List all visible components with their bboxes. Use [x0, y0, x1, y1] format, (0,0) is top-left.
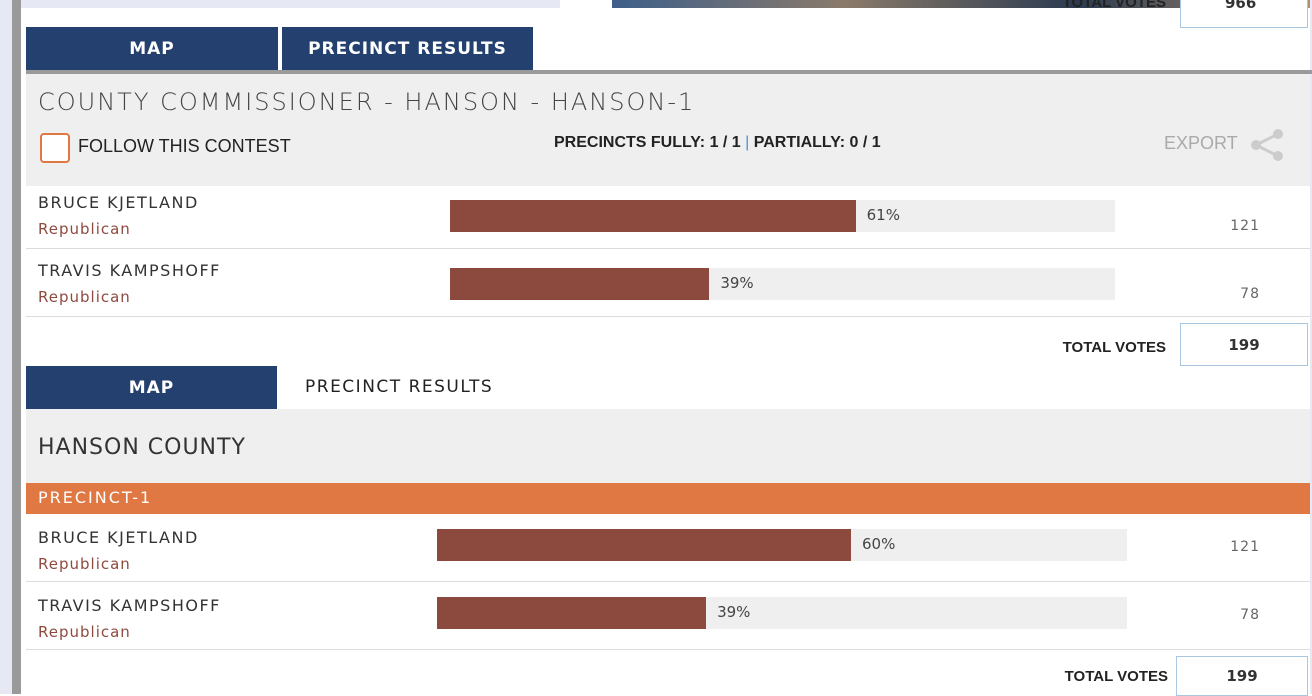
- votes: 78: [1240, 286, 1260, 302]
- votes: 121: [1230, 539, 1260, 555]
- precinct-header: [26, 483, 1310, 514]
- top-total-value: 966: [1225, 0, 1257, 12]
- top-total-label: TOTAL VOTES: [1062, 0, 1166, 11]
- top-total-box: [1180, 0, 1308, 28]
- percent-label: 61%: [866, 206, 900, 224]
- bar: [450, 200, 856, 232]
- candidate-name: BRUCE KJETLAND: [38, 193, 199, 212]
- bg-top-left: [0, 0, 560, 8]
- total-votes-label: TOTAL VOTES: [1062, 339, 1166, 356]
- county-name: HANSON COUNTY: [38, 435, 246, 460]
- bar-track: [437, 597, 1127, 629]
- county-header: [26, 409, 1310, 483]
- sep: |: [745, 134, 750, 151]
- bar-track: [437, 529, 1127, 561]
- total-votes: 199: [1180, 323, 1308, 366]
- follow-label[interactable]: FOLLOW THIS CONTEST: [78, 136, 291, 156]
- row-divider: [26, 649, 1310, 650]
- bg-right: [1310, 0, 1312, 694]
- bar: [437, 597, 707, 629]
- bar: [437, 529, 851, 561]
- row-divider: [26, 248, 1310, 249]
- bar-track: [450, 268, 1115, 300]
- precincts-partially: PARTIALLY: 0 / 1: [753, 134, 881, 151]
- tab-precinct-results[interactable]: PRECINCT RESULTS: [305, 377, 494, 397]
- tab-precinct-results[interactable]: PRECINCT RESULTS: [282, 27, 533, 70]
- candidate-party: Republican: [38, 288, 131, 306]
- candidate-name: TRAVIS KAMPSHOFF: [38, 261, 221, 280]
- percent-label: 39%: [717, 603, 751, 621]
- precinct-name: PRECINCT-1: [38, 488, 153, 507]
- photo-strip: [612, 0, 1312, 8]
- tab-map[interactable]: MAP: [26, 366, 277, 409]
- candidate-name: BRUCE KJETLAND: [38, 528, 199, 547]
- export[interactable]: EXPORT: [1164, 133, 1238, 153]
- tab-map[interactable]: MAP: [26, 27, 278, 70]
- row-divider: [26, 581, 1310, 582]
- bg-left: [0, 0, 12, 694]
- percent-label: 39%: [720, 274, 754, 292]
- contest-header: [26, 74, 1310, 186]
- percent-label: 60%: [862, 535, 896, 553]
- contest-title: COUNTY COMMISSIONER - HANSON - HANSON-1: [38, 88, 696, 116]
- votes: 121: [1230, 218, 1260, 234]
- share-icon[interactable]: [1248, 128, 1288, 162]
- votes: 78: [1240, 607, 1260, 623]
- divider: [26, 70, 1312, 74]
- precincts-status: PRECINCTS FULLY: 1 / 1 | PARTIALLY: 0 / …: [554, 134, 881, 152]
- precincts-fully: PRECINCTS FULLY: 1 / 1: [554, 134, 741, 151]
- candidate-party: Republican: [38, 555, 131, 573]
- total-votes: 199: [1176, 656, 1308, 696]
- total-votes-label: TOTAL VOTES: [1064, 668, 1168, 685]
- candidate-name: TRAVIS KAMPSHOFF: [38, 596, 221, 615]
- row-divider: [26, 316, 1310, 317]
- follow-checkbox[interactable]: [40, 133, 70, 163]
- bar-track: [450, 200, 1115, 232]
- candidate-party: Republican: [38, 220, 131, 238]
- candidate-party: Republican: [38, 623, 131, 641]
- bar: [450, 268, 710, 300]
- left-stripe: [12, 0, 21, 694]
